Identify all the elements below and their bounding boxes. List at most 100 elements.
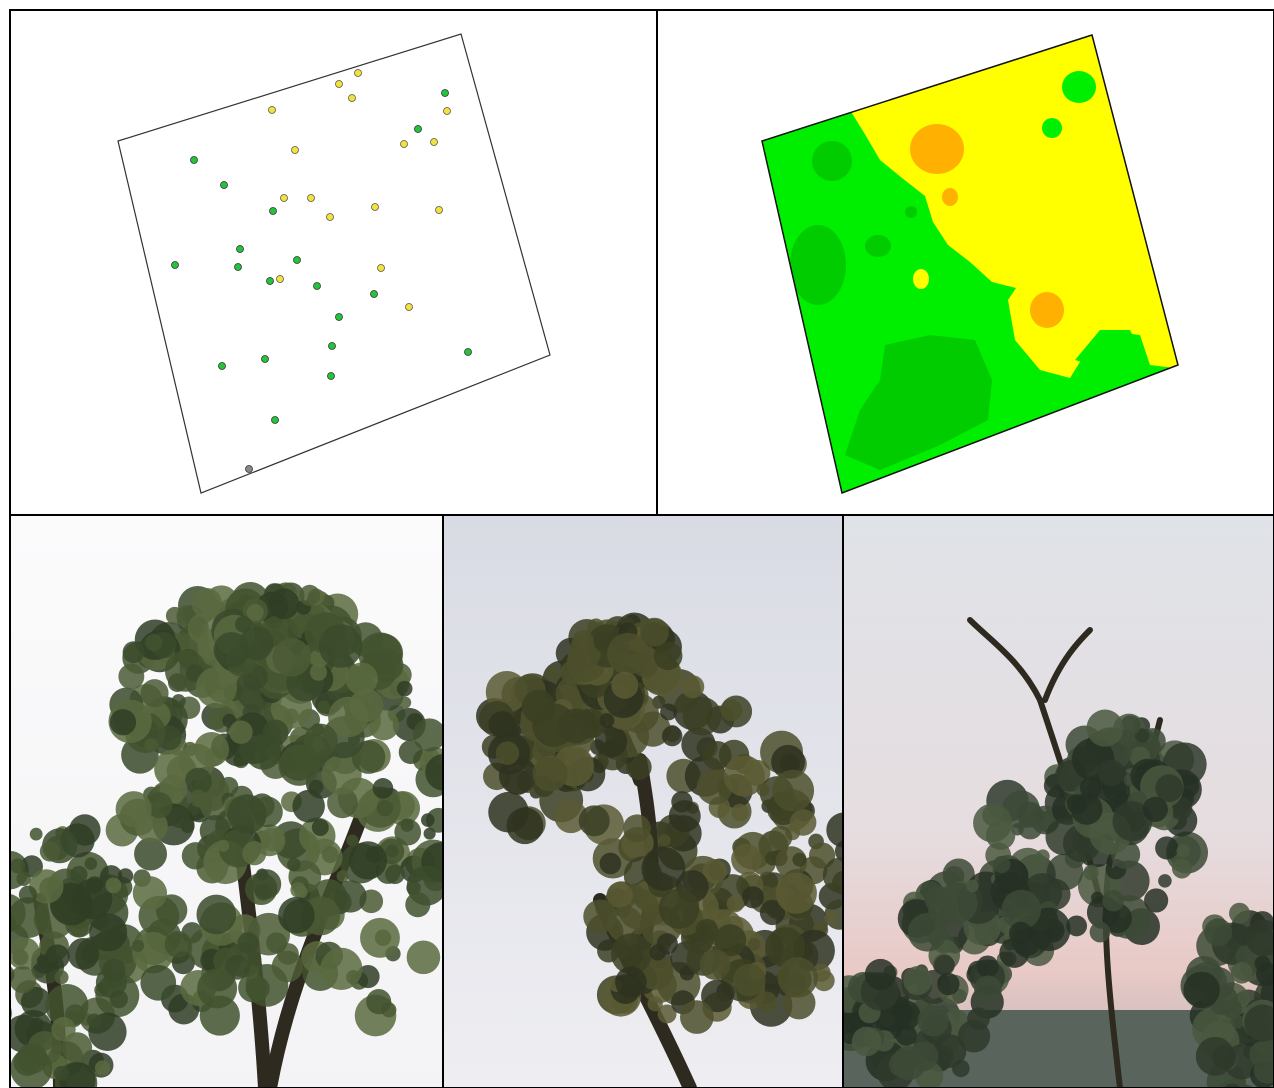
foliage — [554, 800, 588, 834]
foliage — [372, 778, 394, 799]
foliage — [238, 735, 268, 765]
foliage — [583, 899, 617, 934]
foliage — [611, 671, 639, 699]
foliage — [334, 880, 367, 913]
foliage — [54, 970, 69, 985]
foliage — [699, 949, 731, 980]
foliage — [1083, 864, 1099, 881]
sample-point — [414, 125, 422, 133]
foliage — [822, 857, 843, 894]
foliage — [702, 859, 727, 884]
interpolated-map — [762, 35, 1178, 493]
foliage — [1086, 709, 1124, 747]
foliage — [245, 976, 270, 1001]
foliage — [1155, 836, 1179, 860]
foliage — [194, 732, 229, 767]
map-orange — [1030, 292, 1064, 328]
foliage — [303, 723, 338, 758]
foliage — [360, 917, 400, 958]
foliage — [235, 615, 252, 633]
foliage — [29, 869, 64, 904]
foliage — [348, 841, 388, 880]
foliage — [647, 996, 663, 1012]
foliage — [695, 918, 719, 942]
sample-point — [280, 194, 288, 202]
foliage — [290, 882, 307, 898]
foliage — [1001, 889, 1042, 930]
foliage — [789, 809, 817, 836]
sample-point — [435, 206, 443, 214]
foliage — [1245, 919, 1274, 957]
sample-point — [268, 106, 276, 114]
sample-point — [271, 416, 279, 424]
foliage — [189, 789, 207, 807]
foliage — [723, 755, 765, 797]
foliage — [606, 881, 633, 909]
sample-point — [327, 372, 335, 380]
foliage — [772, 769, 815, 812]
foliage — [682, 696, 722, 736]
foliage — [1183, 971, 1220, 1009]
foliage — [398, 740, 423, 765]
foliage — [140, 679, 169, 708]
foliage — [1255, 962, 1274, 986]
foliage — [20, 986, 52, 1018]
sample-point — [266, 277, 274, 285]
foliage — [0, 954, 7, 970]
foliage — [239, 626, 274, 661]
foliage — [195, 666, 238, 709]
foliage — [747, 938, 761, 951]
foliage — [768, 825, 793, 850]
sample-point — [371, 203, 379, 211]
sample-point — [430, 138, 438, 146]
foliage — [101, 958, 126, 983]
foliage — [164, 931, 192, 958]
foliage — [67, 937, 100, 970]
foliage — [924, 886, 953, 914]
foliage — [951, 1059, 970, 1078]
foliage — [191, 588, 223, 619]
sample-point — [171, 261, 179, 269]
foliage — [1134, 728, 1150, 743]
foliage — [345, 662, 378, 696]
foliage — [0, 947, 9, 979]
foliage — [399, 696, 412, 709]
foliage — [246, 604, 264, 622]
foliage — [560, 659, 586, 685]
foliage — [318, 624, 363, 668]
foliage — [532, 703, 576, 747]
foliage — [1155, 774, 1184, 803]
foliage — [1224, 1083, 1241, 1088]
sample-point — [307, 194, 315, 202]
foliage — [86, 1013, 102, 1028]
map-darkgreen — [845, 335, 992, 470]
foliage — [944, 865, 965, 887]
foliage — [10, 966, 15, 984]
foliage — [1066, 915, 1088, 937]
point-group — [171, 69, 472, 473]
foliage — [346, 834, 359, 847]
panel-borders — [9, 9, 1274, 1088]
foliage — [271, 950, 304, 983]
foliage — [268, 588, 300, 620]
foliage — [658, 888, 700, 929]
photo — [843, 515, 1274, 1088]
foliage — [657, 1004, 677, 1024]
foliage — [16, 871, 31, 887]
sample-point — [236, 245, 244, 253]
tree — [843, 617, 1274, 1088]
foliage — [71, 878, 113, 920]
tree — [0, 581, 443, 1088]
sample-point — [443, 107, 451, 115]
foliage — [299, 584, 321, 606]
foliage — [278, 744, 320, 786]
foliage — [864, 958, 897, 991]
sample-point — [370, 290, 378, 298]
foliage — [144, 737, 158, 752]
foliage — [1102, 889, 1125, 912]
foliage — [488, 711, 516, 739]
foliage — [321, 754, 362, 796]
map-green — [1042, 118, 1062, 138]
foliage — [668, 800, 701, 833]
map-green — [1075, 330, 1145, 370]
